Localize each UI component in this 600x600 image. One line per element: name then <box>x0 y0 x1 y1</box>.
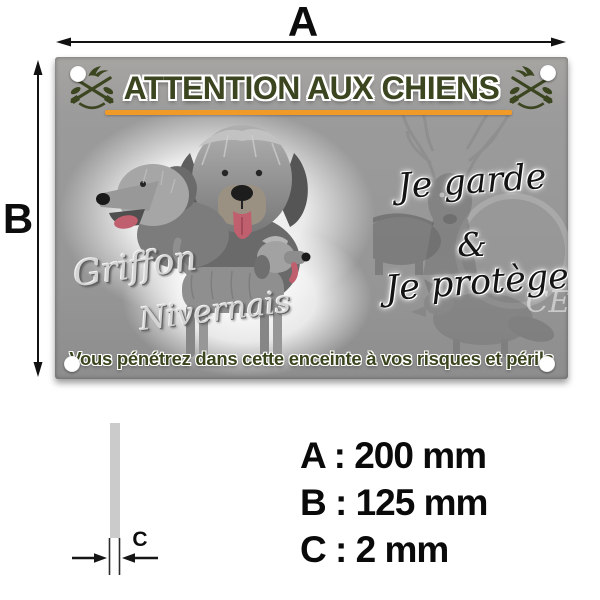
sign-plate: ATTENTION AUX CHIENS Je garde & Je protè… <box>55 57 568 379</box>
screw-hole-bottom-left <box>64 356 80 372</box>
screw-hole-bottom-right <box>539 356 555 372</box>
hunting-emblem-icon <box>509 66 553 110</box>
screw-hole-top-left <box>70 66 86 82</box>
height-dimension-label: B <box>2 195 34 242</box>
dimension-specs: A : 200 mm B : 125 mm C : 2 mm <box>300 432 488 573</box>
spec-thickness: C : 2 mm <box>300 529 449 570</box>
hunting-emblem-icon <box>70 66 114 110</box>
wildlife-backdrop-image <box>373 112 568 357</box>
thickness-dimension-label: C <box>132 528 148 551</box>
spec-width: A : 200 mm <box>300 435 487 476</box>
screw-hole-top-right <box>540 65 556 81</box>
griffon-dogs-image <box>59 109 375 377</box>
watermark-text: CE <box>525 285 568 320</box>
sign-title: ATTENTION AUX CHIENS <box>123 70 500 106</box>
motto-ampersand: & <box>457 225 487 264</box>
spec-height: B : 125 mm <box>300 482 488 523</box>
warning-text: Vous pénétrez dans cette enceinte à vos … <box>69 348 554 369</box>
accent-divider <box>105 110 512 115</box>
width-dimension-label: A <box>287 0 319 45</box>
